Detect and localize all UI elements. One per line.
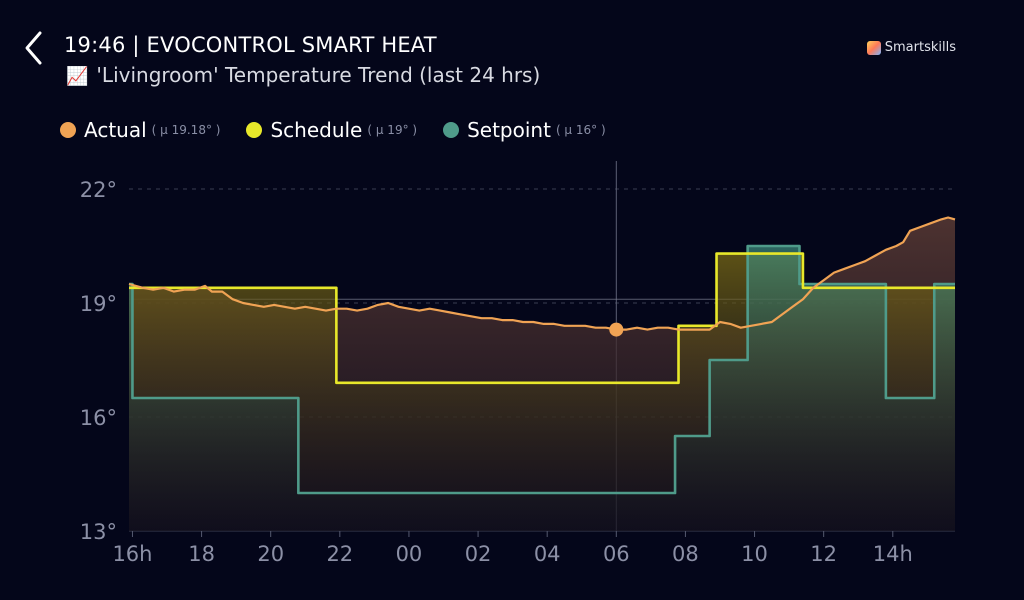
- x-tick-label: 14h: [873, 542, 913, 566]
- legend-item-actual[interactable]: Actual ( µ 19.18° ): [60, 118, 220, 142]
- x-tick-label: 18: [188, 542, 215, 566]
- x-tick-label: 12: [810, 542, 837, 566]
- legend-label-actual: Actual: [84, 118, 147, 142]
- smartskills-logo-icon: [866, 40, 881, 55]
- legend-label-setpoint: Setpoint: [467, 118, 551, 142]
- chart-subtitle: 📈 'Livingroom' Temperature Trend (last 24…: [66, 63, 540, 87]
- chart-legend: Actual ( µ 19.18° ) Schedule ( µ 19° ) S…: [60, 118, 632, 142]
- legend-mean-setpoint: ( µ 16° ): [555, 123, 606, 137]
- x-tick-label: 00: [396, 542, 423, 566]
- legend-dot-schedule: [246, 122, 263, 138]
- line-setpoint: [129, 244, 955, 495]
- chart-trend-icon: 📈: [66, 66, 89, 87]
- y-tick-label: 13°: [80, 520, 117, 544]
- x-tick-label: 02: [465, 542, 492, 566]
- x-tick-label: 10: [741, 542, 768, 566]
- line-schedule: [129, 252, 955, 385]
- legend-item-schedule[interactable]: Schedule ( µ 19° ): [246, 118, 417, 142]
- x-tick-label: 06: [603, 542, 630, 566]
- legend-mean-actual: ( µ 19.18° ): [151, 123, 221, 137]
- y-tick-label: 22°: [80, 178, 117, 202]
- x-tick-label: 04: [534, 542, 561, 566]
- legend-label-schedule: Schedule: [270, 118, 363, 142]
- legend-dot-actual: [60, 122, 76, 138]
- x-tick-label: 16h: [112, 542, 152, 566]
- back-button[interactable]: [22, 30, 48, 66]
- x-tick-label: 20: [257, 542, 284, 566]
- page-title: 19:46 | EVOCONTROL SMART HEAT: [64, 33, 437, 57]
- brand-badge: Smartskills: [866, 40, 956, 55]
- legend-item-setpoint[interactable]: Setpoint ( µ 16° ): [443, 118, 606, 142]
- y-tick-label: 19°: [80, 292, 117, 316]
- subtitle-text: 'Livingroom' Temperature Trend (last 24 …: [96, 63, 541, 87]
- legend-dot-setpoint: [443, 122, 460, 138]
- legend-mean-schedule: ( µ 19° ): [367, 123, 418, 137]
- cursor-point: [609, 322, 624, 337]
- x-tick-label: 22: [326, 542, 353, 566]
- chevron-left-icon: [25, 31, 42, 65]
- line-actual: [128, 216, 956, 331]
- brand-name: Smartskills: [884, 40, 956, 55]
- y-tick-label: 16°: [80, 406, 117, 430]
- x-tick-label: 08: [672, 542, 699, 566]
